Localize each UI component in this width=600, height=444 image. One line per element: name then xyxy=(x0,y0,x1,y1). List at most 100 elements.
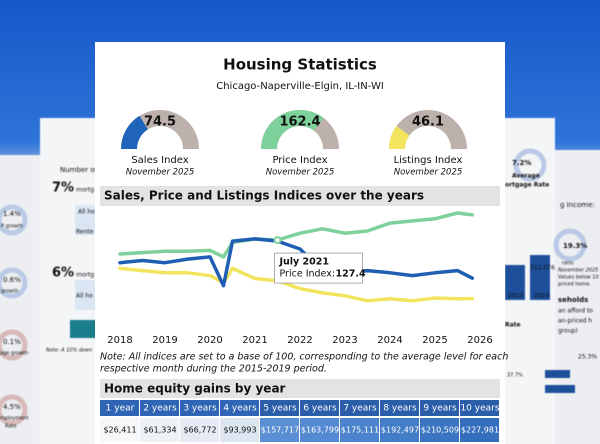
bg-text: 312,076 xyxy=(530,265,555,272)
x-tick-label: 2019 xyxy=(152,335,177,346)
bg-text: an afford to xyxy=(558,308,593,315)
table-cell xyxy=(260,418,299,442)
table-cell xyxy=(180,418,219,442)
bg-text: age growth xyxy=(0,351,28,357)
bg-text: 19.3% xyxy=(563,242,587,250)
table-header: 4 years xyxy=(223,404,257,414)
table-cell xyxy=(300,418,339,442)
gauge-value: 162.4 xyxy=(279,115,320,130)
gauge-value: 46.1 xyxy=(412,115,444,130)
line-chart: 2018 2019 2020 2021 2022 2023 2024 2025 2026 July… xyxy=(107,211,493,346)
bg-text: Note: A 10% down xyxy=(46,348,92,354)
gauge-date: November 2025 xyxy=(126,168,195,178)
tooltip-date: July 2021 xyxy=(279,257,330,268)
bg-text: 0.6% xyxy=(3,276,21,284)
bg-text: All ho xyxy=(76,293,93,300)
gauges: 74.5 Sales Index November 2025 162.4 Price I… xyxy=(121,110,467,178)
table-header: 8 years xyxy=(383,404,417,414)
bg-text: 7% xyxy=(52,181,74,196)
table-header-cell xyxy=(460,400,499,416)
table-cell xyxy=(100,418,139,442)
x-tick-label: 2026 xyxy=(467,335,492,346)
bg-text: Average xyxy=(512,173,540,180)
hover-point xyxy=(273,236,282,245)
bg-text: 2023 xyxy=(508,293,523,300)
gauge-fill xyxy=(121,115,149,150)
gauge xyxy=(389,110,467,150)
table-value: $66,772 xyxy=(183,426,216,435)
bg-text: All ho xyxy=(78,209,95,216)
bg-text: mortg xyxy=(76,272,94,279)
bg-text: 4.5% xyxy=(3,403,21,411)
gauge-fill xyxy=(389,126,410,150)
bg-text: mortg xyxy=(76,187,94,194)
table-cell xyxy=(220,418,259,442)
bg-text: 7.2% xyxy=(512,159,531,167)
bg-text: ratio xyxy=(562,261,574,267)
table-header-cell xyxy=(260,400,299,416)
table-header: 5 years xyxy=(263,404,297,414)
table-value: $26,411 xyxy=(103,426,136,435)
bg-text: Number of xyxy=(60,166,98,174)
table-header-cell xyxy=(220,400,259,416)
bg-text: seholds xyxy=(558,296,588,304)
table-value: $175,111 xyxy=(341,426,379,435)
report-page xyxy=(95,42,505,444)
table-cell xyxy=(460,418,499,442)
table-header: 1 year xyxy=(106,404,135,414)
section-title: Sales, Price and Listings Indices over t… xyxy=(104,189,424,203)
bg-text: Rate xyxy=(5,424,16,430)
table-cell xyxy=(380,418,419,442)
table-header-cell xyxy=(340,400,379,416)
section-bar xyxy=(100,186,500,206)
table-cell xyxy=(340,418,379,442)
series-line xyxy=(118,237,475,288)
report-subtitle: Chicago-Naperville-Elgin, IL-IN-WI xyxy=(216,81,384,92)
x-tick-label: 2022 xyxy=(287,335,312,346)
x-tick-label: 2021 xyxy=(242,335,267,346)
table-header-cell xyxy=(180,400,219,416)
x-tick-label: 2023 xyxy=(332,335,357,346)
table-header: 7 years xyxy=(343,404,377,414)
table-header: 2 years xyxy=(143,404,177,414)
bg-text: g Income: xyxy=(560,201,595,209)
table-header-cell xyxy=(100,400,139,416)
bg-text: 25.3% xyxy=(578,354,597,361)
bg-text: 2024 xyxy=(534,293,549,300)
table-header-cell xyxy=(300,400,339,416)
table-value: $163,799 xyxy=(301,426,339,435)
gauge-label: Sales Index xyxy=(131,155,188,166)
bg-text: ortgage Rate xyxy=(505,182,549,189)
table-header: 9 years xyxy=(423,404,457,414)
bg-text: November 2025 xyxy=(558,268,598,274)
section-bar xyxy=(100,379,500,398)
table-header-cell xyxy=(140,400,179,416)
gauge-label: Listings Index xyxy=(394,155,463,166)
note: respective month during the 2015-2019 pe… xyxy=(100,364,327,375)
tooltip-label: Price Index: xyxy=(280,269,336,280)
bg-text: Values below 10 xyxy=(558,275,599,281)
table-value: $61,334 xyxy=(143,426,176,435)
bg-text: mployment xyxy=(0,416,29,422)
bg-text: 1.4% xyxy=(3,210,21,218)
table-cell xyxy=(140,418,179,442)
x-tick-label: 2020 xyxy=(197,335,222,346)
x-tick-label: 2025 xyxy=(422,335,447,346)
bg-text: 6% xyxy=(52,266,74,281)
table-header: 6 years xyxy=(303,404,337,414)
gauge xyxy=(261,110,339,150)
bg-text: 37.7% xyxy=(507,373,523,379)
bg-text: P growth xyxy=(1,224,23,230)
section-title: Home equity gains by year xyxy=(104,382,286,396)
report-title: Housing Statistics xyxy=(223,56,377,74)
tooltip-value: 127.4 xyxy=(336,269,366,280)
gauge xyxy=(121,110,199,150)
bg-text: group) xyxy=(558,328,578,335)
bg-text: an-priced h xyxy=(558,318,592,325)
series-line xyxy=(118,211,475,259)
table-header: 3 years xyxy=(183,404,217,414)
note: Note: All indices are set to a base of 1… xyxy=(100,352,508,363)
gauge-value: 74.5 xyxy=(144,115,176,130)
